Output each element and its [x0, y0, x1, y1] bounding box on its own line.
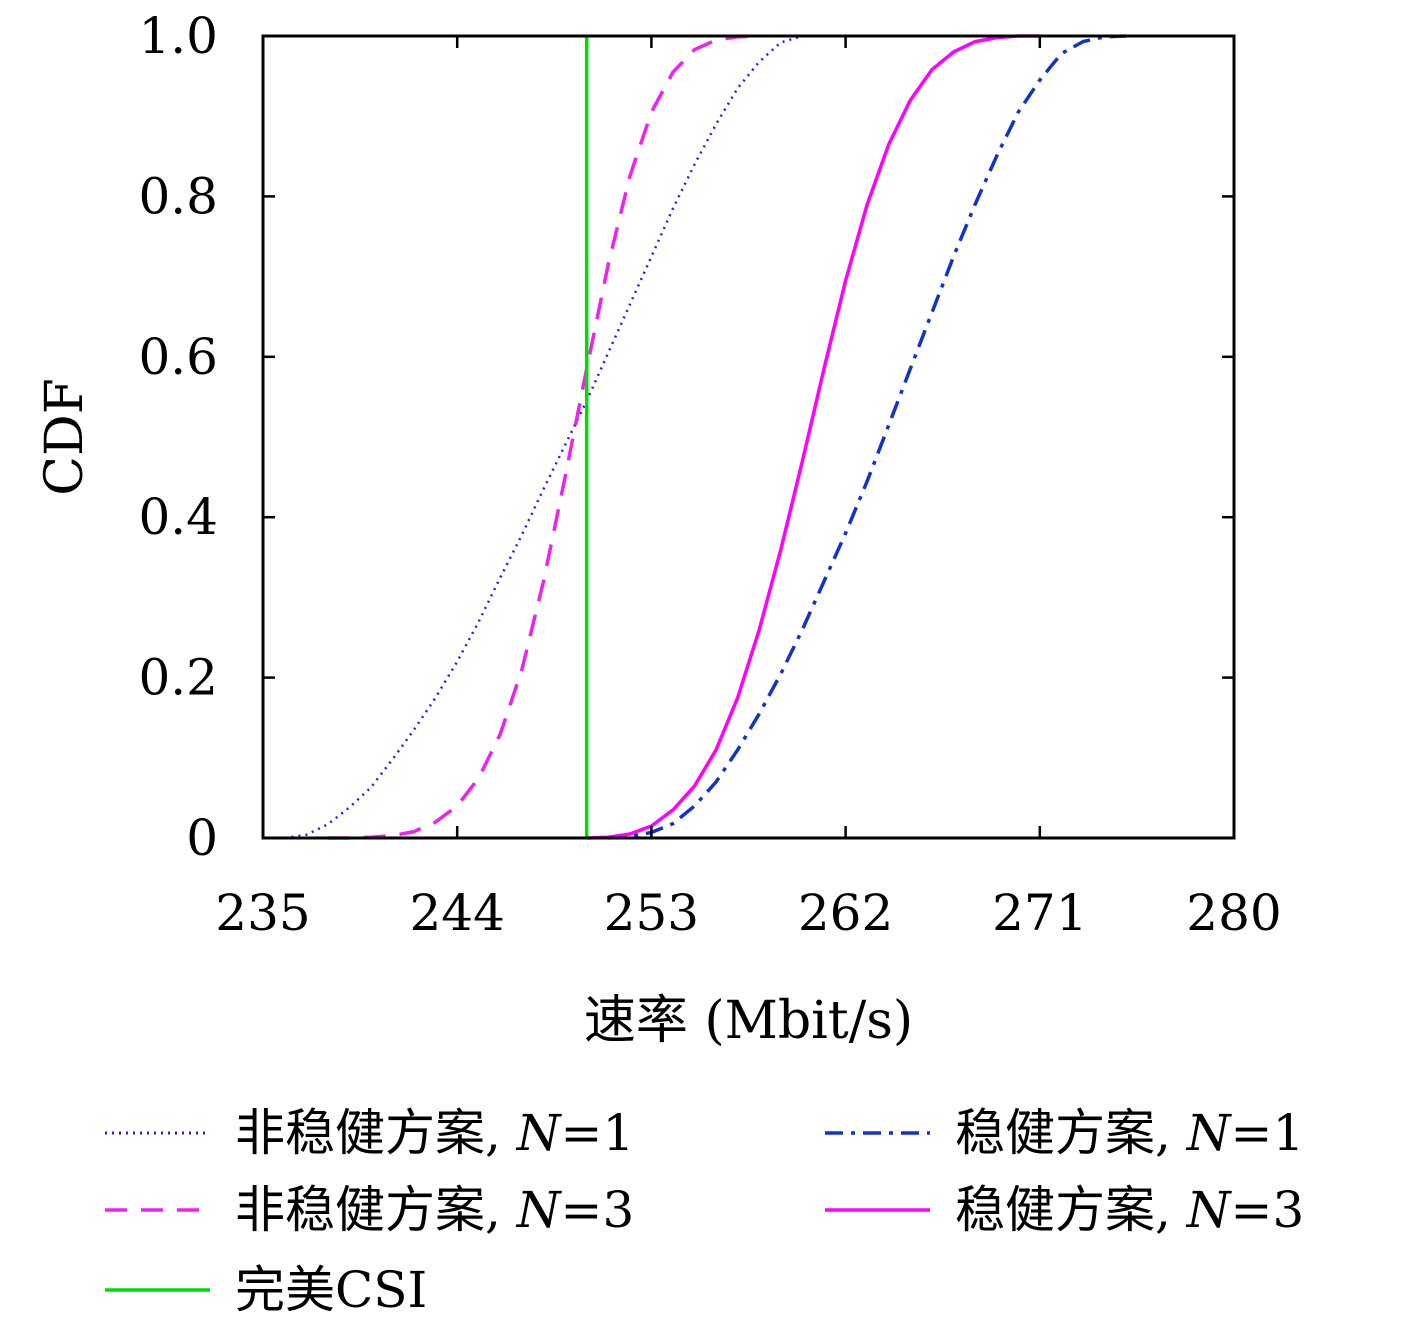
- legend-label: 稳健方案, N=1: [955, 1104, 1304, 1162]
- legend-label: 非稳健方案, N=1: [235, 1104, 634, 1162]
- series-line-3: [327, 34, 760, 840]
- y-tick-label: 0.4: [138, 488, 218, 546]
- y-tick-label: 1.0: [138, 7, 218, 65]
- legend-label: 非稳健方案, N=3: [235, 1181, 634, 1239]
- series-line-4: [586, 34, 1040, 840]
- plot-lines: [284, 34, 1127, 840]
- x-tick-label: 271: [992, 884, 1087, 942]
- legend-label: 稳健方案, N=3: [955, 1181, 1304, 1239]
- y-tick-labels: 0 0.2 0.4 0.6 0.8 1.0: [138, 7, 218, 867]
- x-tick-label: 244: [409, 884, 504, 942]
- x-tick-labels: 235 244 253 262 271 280: [215, 884, 1281, 942]
- legend-item: 完美CSI: [105, 1261, 427, 1319]
- y-axis-label: CDF: [35, 378, 95, 496]
- legend-item: 非稳健方案, N=1: [105, 1104, 634, 1162]
- y-tick-label: 0: [186, 809, 218, 867]
- y-tick-label: 0.6: [138, 328, 218, 386]
- x-axis-label: 速率 (Mbit/s): [584, 991, 913, 1051]
- x-tick-label: 280: [1186, 884, 1281, 942]
- legend-item: 稳健方案, N=1: [825, 1104, 1304, 1162]
- legend-item: 稳健方案, N=3: [825, 1181, 1304, 1239]
- legend-label: 完美CSI: [235, 1261, 427, 1319]
- legend-item: 非稳健方案, N=3: [105, 1181, 634, 1239]
- series-line-2: [608, 34, 1127, 840]
- legend: 非稳健方案, N=1 稳健方案, N=1 非稳健方案, N=3 稳健方案, N=3 完美…: [105, 1104, 1304, 1319]
- axis-ticks: [261, 34, 1236, 840]
- x-tick-label: 235: [215, 884, 310, 942]
- x-tick-label: 262: [798, 884, 893, 942]
- x-tick-label: 253: [604, 884, 699, 942]
- series-line-1: [284, 34, 803, 840]
- plot-frame: [261, 34, 1236, 840]
- y-tick-label: 0.8: [138, 167, 218, 225]
- y-tick-label: 0.2: [138, 649, 218, 707]
